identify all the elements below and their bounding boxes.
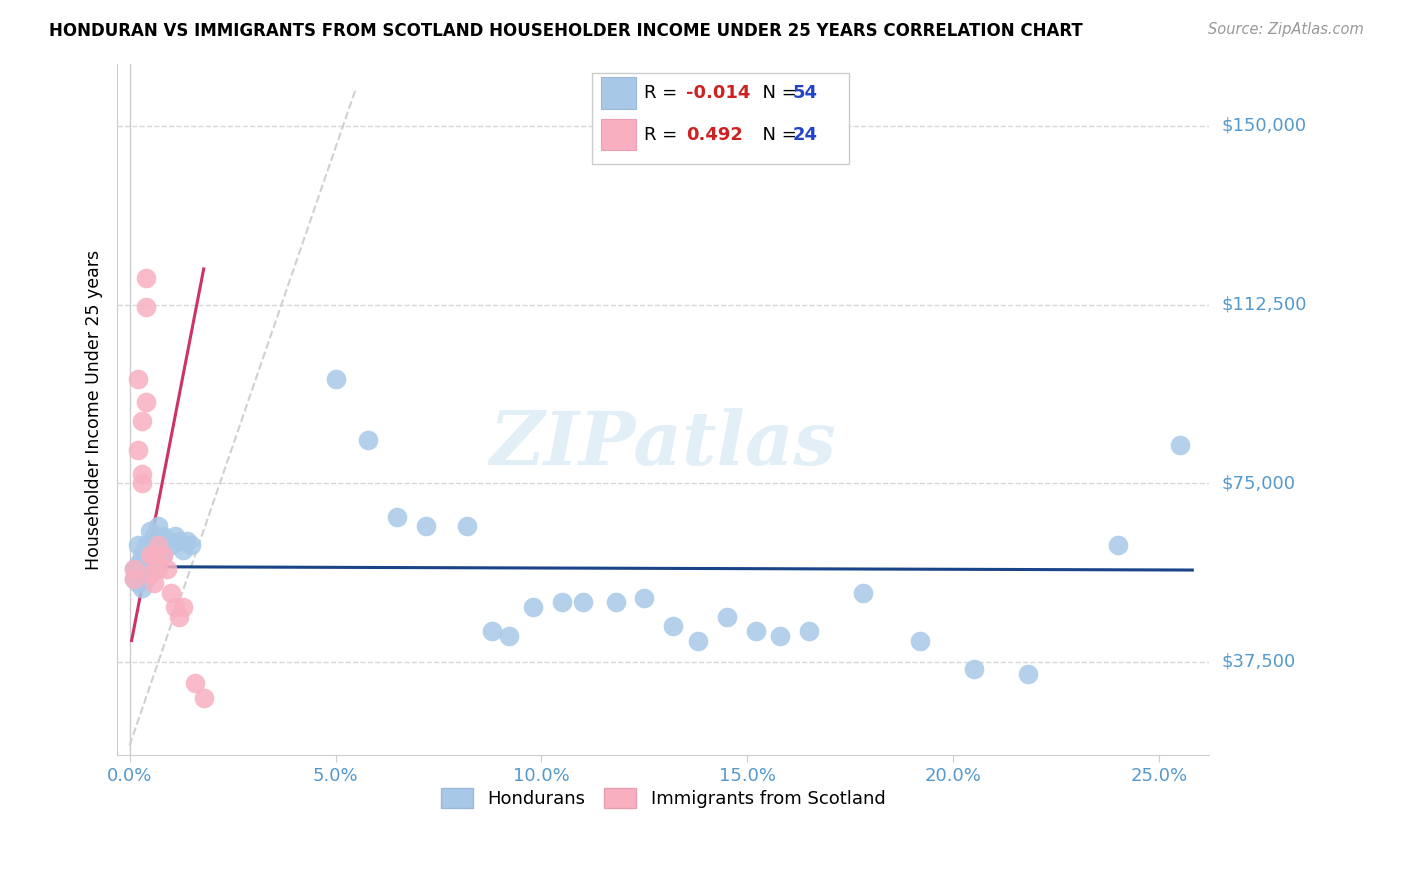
Point [135,538,157,552]
Point [148,519,170,533]
Point [193,690,215,705]
Point [127,538,149,552]
Point [571,595,593,609]
Point [139,524,162,538]
Point [176,533,198,548]
Point [1107,538,1129,552]
Legend: Hondurans, Immigrants from Scotland: Hondurans, Immigrants from Scotland [433,780,893,815]
Point [159,586,181,600]
Point [1017,667,1039,681]
Text: $150,000: $150,000 [1222,117,1306,135]
Point [163,600,186,615]
Point [180,538,202,552]
Text: Source: ZipAtlas.com: Source: ZipAtlas.com [1208,22,1364,37]
Point [148,538,170,552]
Text: 24: 24 [793,126,818,144]
Point [551,595,574,609]
Text: HONDURAN VS IMMIGRANTS FROM SCOTLAND HOUSEHOLDER INCOME UNDER 25 YEARS CORRELATI: HONDURAN VS IMMIGRANTS FROM SCOTLAND HOU… [49,22,1083,40]
Point [131,476,153,491]
FancyBboxPatch shape [600,119,636,151]
Point [357,434,380,448]
Point [135,558,157,572]
Point [456,519,478,533]
Point [167,609,190,624]
Point [522,600,544,615]
Point [167,533,190,548]
Text: $37,500: $37,500 [1222,653,1295,671]
Point [143,548,166,562]
Point [131,414,153,428]
Text: ZIPatlas: ZIPatlas [489,408,837,480]
Point [172,543,194,558]
Point [633,591,655,605]
Point [143,562,166,576]
Point [799,624,821,638]
Point [135,548,157,562]
Point [131,581,153,595]
Point [143,529,166,543]
Text: N =: N = [751,126,803,144]
Point [122,562,145,576]
Point [769,629,792,643]
Point [139,566,162,581]
Point [127,442,149,457]
Point [139,552,162,566]
Point [662,619,685,633]
Point [605,595,627,609]
Point [143,543,166,558]
FancyBboxPatch shape [592,73,849,164]
Point [1168,438,1191,452]
Point [139,548,162,562]
Point [127,576,149,591]
Point [131,562,153,576]
Point [152,548,174,562]
Point [127,371,149,385]
Point [139,538,162,552]
Point [963,662,986,676]
Point [325,371,347,385]
Point [122,572,145,586]
Point [127,558,149,572]
Point [184,676,207,690]
Text: R =: R = [644,126,689,144]
Y-axis label: Householder Income Under 25 years: Householder Income Under 25 years [86,250,103,570]
Point [852,586,875,600]
Text: 54: 54 [793,84,818,102]
Point [135,395,157,409]
Point [135,271,157,285]
Point [910,633,932,648]
Point [148,538,170,552]
Text: $75,000: $75,000 [1222,475,1295,492]
Point [716,609,738,624]
Point [744,624,766,638]
Point [163,529,186,543]
Point [152,548,174,562]
Point [156,562,179,576]
Text: $112,500: $112,500 [1222,295,1306,314]
Point [172,600,194,615]
Point [156,533,179,548]
Point [135,300,157,314]
Point [481,624,503,638]
Point [135,572,157,586]
Point [131,467,153,481]
Text: 0.492: 0.492 [686,126,742,144]
Point [143,576,166,591]
Point [122,572,145,586]
Point [387,509,409,524]
Point [148,562,170,576]
Text: -0.014: -0.014 [686,84,751,102]
FancyBboxPatch shape [600,78,636,109]
Text: R =: R = [644,84,683,102]
Point [152,529,174,543]
Point [131,548,153,562]
Point [122,562,145,576]
Point [498,629,520,643]
Point [686,633,709,648]
Point [415,519,437,533]
Point [159,538,181,552]
Point [131,572,153,586]
Text: N =: N = [751,84,803,102]
